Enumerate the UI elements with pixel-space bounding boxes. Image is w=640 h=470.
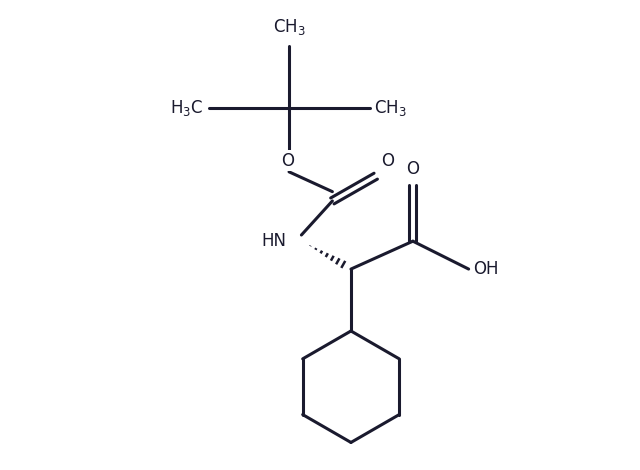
Text: O: O <box>282 152 294 170</box>
Text: CH$_3$: CH$_3$ <box>273 17 305 37</box>
Text: O: O <box>406 160 419 178</box>
Text: O: O <box>381 152 394 170</box>
Text: HN: HN <box>261 232 286 250</box>
Text: OH: OH <box>474 260 499 278</box>
Text: H$_3$C: H$_3$C <box>170 98 204 118</box>
Text: CH$_3$: CH$_3$ <box>374 98 407 118</box>
